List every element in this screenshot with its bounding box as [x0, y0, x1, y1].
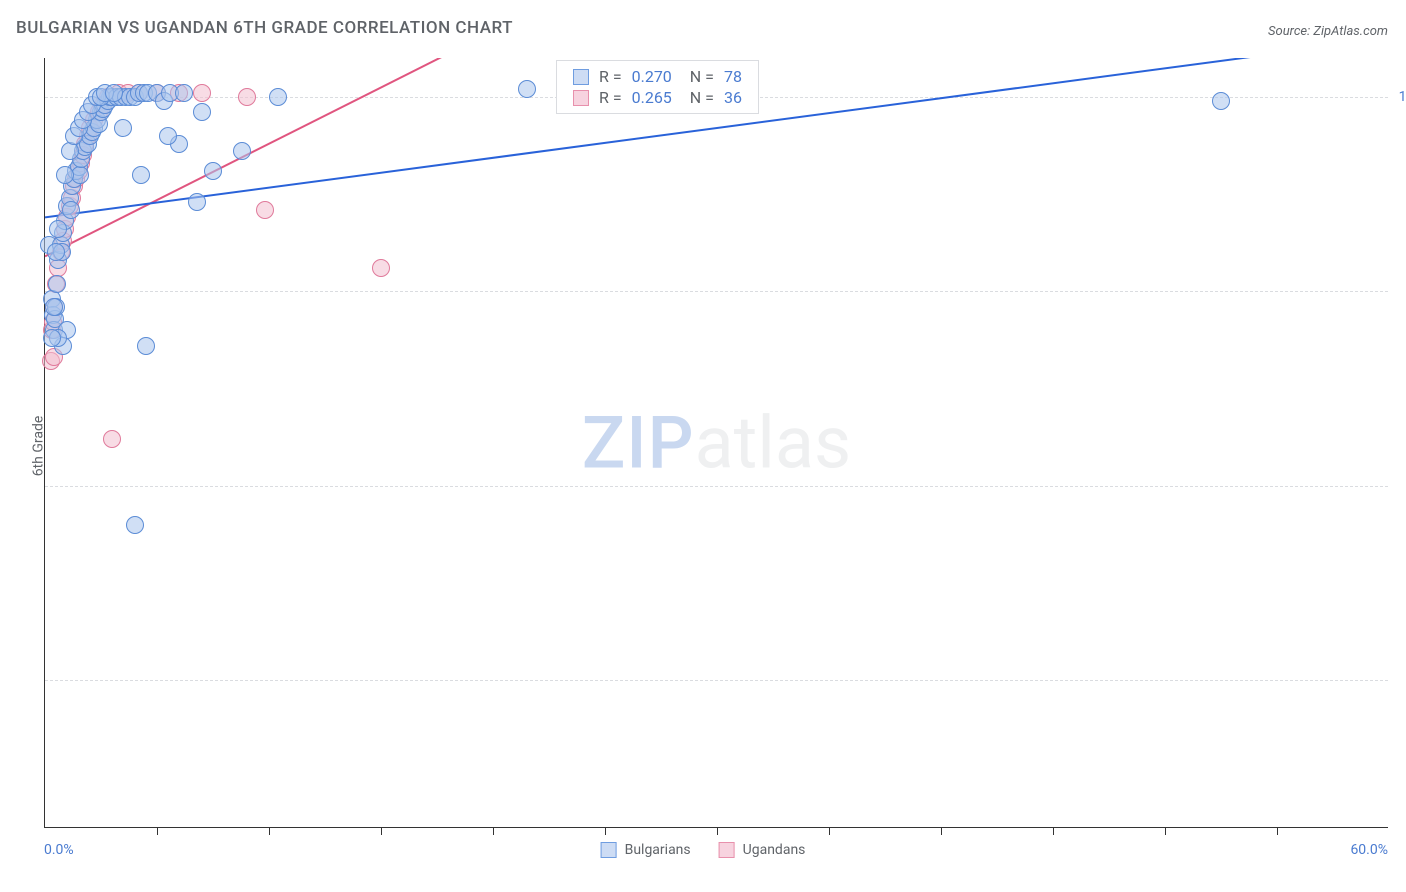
stat-n-label: N = [690, 88, 714, 107]
ugandans-point [193, 84, 211, 102]
ugandans-point [238, 88, 256, 106]
stat-r-label: R = [599, 88, 622, 107]
bulgarians-point [518, 80, 536, 98]
trendlines [45, 58, 1388, 827]
watermark: ZIPatlas [582, 400, 851, 485]
chart-title: BULGARIAN VS UGANDAN 6TH GRADE CORRELATI… [16, 18, 513, 38]
bulgarians-point [193, 103, 211, 121]
legend-swatch [719, 842, 735, 858]
watermark-zip: ZIP [582, 400, 695, 485]
legend-bottom: Bulgarians Ugandans [601, 842, 806, 858]
gridline-horizontal [45, 291, 1388, 292]
bulgarians-point [105, 84, 123, 102]
legend-item: Bulgarians [601, 842, 691, 858]
x-tick [717, 827, 718, 835]
bulgarians-point [47, 243, 65, 261]
bulgarians-point [1212, 92, 1230, 110]
source-citation: Source: ZipAtlas.com [1268, 24, 1388, 39]
stat-swatch [573, 90, 589, 106]
watermark-atlas: atlas [695, 400, 852, 485]
x-axis-min-label: 0.0% [44, 842, 74, 858]
y-tick-label: 95.0% [1392, 478, 1406, 494]
y-tick-label: 92.5% [1392, 672, 1406, 688]
y-tick-label: 100.0% [1392, 89, 1406, 105]
bulgarians-point [188, 193, 206, 211]
stat-row: R = 0.270 N = 78 [573, 67, 742, 86]
bulgarians-point [43, 329, 61, 347]
x-tick [1053, 827, 1054, 835]
bulgarians-point [233, 142, 251, 160]
bulgarians-point [56, 166, 74, 184]
x-tick [381, 827, 382, 835]
ugandans-point [372, 259, 390, 277]
bulgarians-point [61, 142, 79, 160]
bulgarians-point [49, 220, 67, 238]
plot-area: ZIPatlas 100.0%97.5%95.0%92.5% [44, 58, 1388, 828]
x-tick [269, 827, 270, 835]
x-tick [157, 827, 158, 835]
stat-r-value: 0.265 [632, 88, 672, 107]
x-tick [493, 827, 494, 835]
stat-swatch [573, 69, 589, 85]
chart-container: BULGARIAN VS UGANDAN 6TH GRADE CORRELATI… [0, 0, 1406, 892]
stat-r-value: 0.270 [632, 67, 672, 86]
bulgarians-point [159, 127, 177, 145]
gridline-horizontal [45, 680, 1388, 681]
correlation-stat-box: R = 0.270 N = 78 R = 0.265 N = 36 [556, 60, 759, 114]
bulgarians-point [62, 201, 80, 219]
x-tick [941, 827, 942, 835]
bulgarians-point [48, 275, 66, 293]
stat-n-label: N = [690, 67, 714, 86]
x-tick [829, 827, 830, 835]
ugandans-point [256, 201, 274, 219]
stat-r-label: R = [599, 67, 622, 86]
legend-label: Bulgarians [625, 842, 691, 858]
bulgarians-point [126, 516, 144, 534]
x-tick [605, 827, 606, 835]
x-tick [1277, 827, 1278, 835]
bulgarians-point [269, 88, 287, 106]
x-axis-max-label: 60.0% [1350, 842, 1388, 858]
bulgarians-point [137, 337, 155, 355]
stat-n-value: 78 [724, 67, 742, 86]
gridline-horizontal [45, 486, 1388, 487]
bulgarians-point [45, 298, 63, 316]
bulgarians-point [132, 166, 150, 184]
bulgarians-point [175, 84, 193, 102]
stat-row: R = 0.265 N = 36 [573, 88, 742, 107]
bulgarians-point [114, 119, 132, 137]
legend-item: Ugandans [719, 842, 806, 858]
y-tick-label: 97.5% [1392, 283, 1406, 299]
ugandans-point [103, 430, 121, 448]
x-tick [1165, 827, 1166, 835]
bulgarians-point [204, 162, 222, 180]
legend-swatch [601, 842, 617, 858]
legend-label: Ugandans [743, 842, 806, 858]
stat-n-value: 36 [724, 88, 742, 107]
